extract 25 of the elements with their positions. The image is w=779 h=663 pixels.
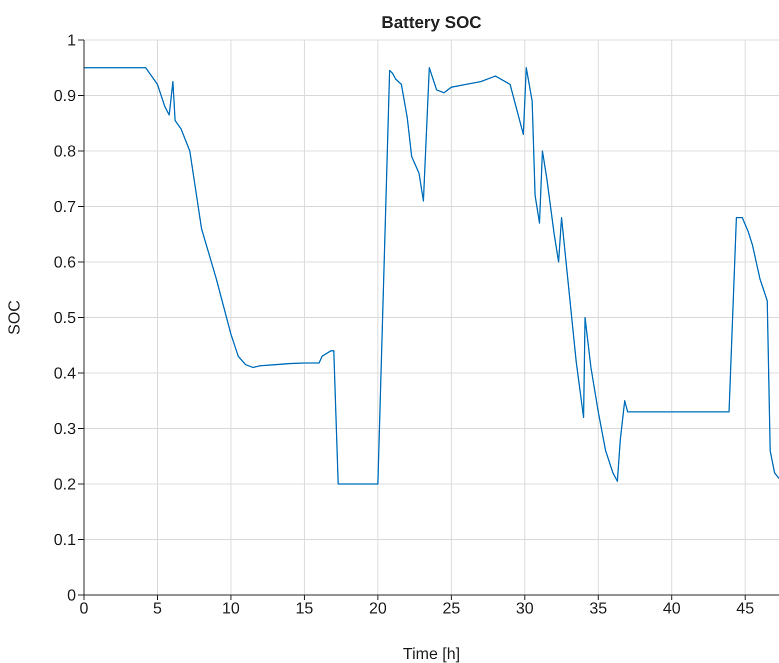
x-tick-label: 40: [662, 600, 681, 618]
line-series: [84, 67, 779, 485]
y-axis-title: SOC: [6, 300, 24, 335]
x-tick-label: 20: [368, 600, 387, 618]
x-tick-label: 25: [442, 600, 460, 618]
y-tick-label: 0.2: [54, 476, 76, 494]
y-tick-label: 0.8: [54, 144, 76, 161]
x-tick-label: 15: [296, 600, 314, 618]
y-tick-label: 0.9: [54, 88, 76, 106]
y-tick-label: 0.6: [54, 254, 76, 272]
y-tick-label: 0.3: [54, 421, 76, 438]
x-tick-label: 30: [516, 600, 534, 618]
x-tick-label: 0: [80, 600, 89, 618]
chart-title: Battery SOC: [381, 13, 482, 32]
y-tick-label: 0: [67, 588, 76, 605]
y-tick-label: 0.4: [54, 366, 76, 383]
x-tick-label: 45: [736, 600, 754, 618]
y-tick-label: 0.7: [54, 199, 76, 216]
x-tick-label: 35: [589, 600, 608, 618]
y-tick-label: 0.5: [54, 310, 76, 328]
x-tick-label: 5: [153, 600, 162, 618]
x-axis-title: Time [h]: [402, 646, 460, 663]
y-tick-label: 0.1: [54, 532, 76, 550]
y-tick-label: 1: [67, 32, 76, 50]
x-tick-label: 10: [222, 600, 240, 618]
